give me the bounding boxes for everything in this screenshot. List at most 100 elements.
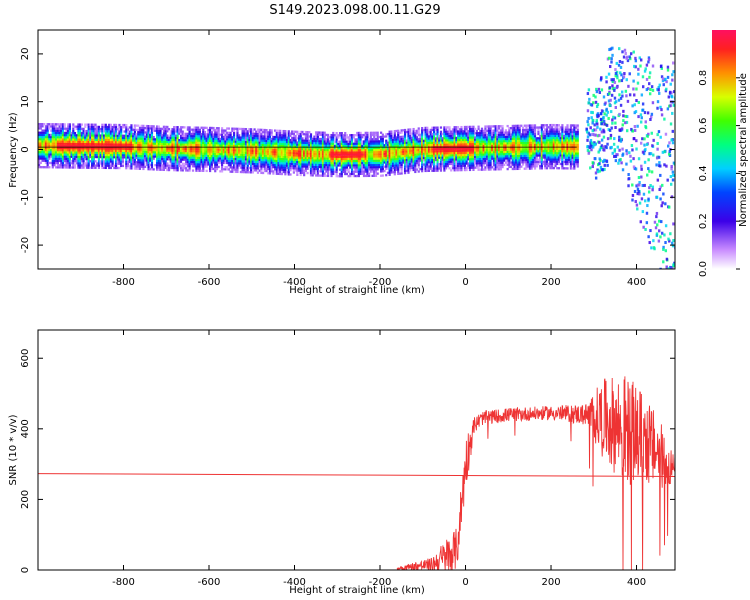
spectrogram-cell (342, 151, 345, 154)
spectrogram-cell (330, 166, 333, 169)
spectrogram-cell (414, 142, 417, 146)
spectrogram-cell (132, 135, 135, 138)
spectrogram-cell (164, 164, 167, 167)
spectrogram-cell (173, 160, 176, 163)
spectrogram-cell (73, 153, 77, 156)
spectrogram-cell (391, 151, 395, 155)
spectrogram-cell (157, 142, 160, 145)
spectrogram-cell (219, 148, 222, 151)
spectrogram-cell (137, 141, 140, 145)
spectrogram-cell (85, 160, 89, 163)
spectrogram-cell (380, 174, 383, 177)
spectrogram-cell (58, 133, 61, 137)
spectrogram-cell (227, 148, 231, 152)
spectrogram-cell (104, 134, 107, 137)
spectrogram-cell (313, 167, 316, 171)
spectrogram-cell (419, 168, 422, 171)
spectrogram-cell (477, 153, 480, 156)
spectrogram-cell (109, 143, 113, 146)
spectrogram-cell (241, 170, 244, 174)
spectrogram-cell (308, 139, 311, 142)
spectrogram-cell (125, 130, 128, 133)
spectrogram-cell (439, 160, 443, 164)
spectrogram-cell (268, 154, 272, 158)
spectrogram-cell (285, 158, 289, 161)
spectrogram-cell (285, 153, 289, 157)
spectrogram-cell (433, 165, 436, 168)
spectrogram-cell (267, 157, 270, 160)
spectrogram-cell (340, 155, 343, 158)
spectrogram-cell (89, 155, 92, 159)
spectrogram-cell (44, 155, 48, 158)
spectrogram-cell (162, 160, 166, 163)
spectrogram-cell (176, 134, 179, 137)
spectrogram-cell (248, 151, 251, 155)
spectrogram-cell (212, 161, 215, 164)
spectrogram-cell (191, 137, 195, 140)
spectrogram-cell (467, 153, 470, 157)
spectrogram-cell (434, 156, 437, 159)
spectrogram-cell (161, 127, 164, 131)
spectrogram-cell (253, 134, 256, 138)
spectrogram-cell (366, 163, 369, 167)
spectrogram-cell (456, 132, 460, 135)
spectrogram-cell (429, 152, 432, 155)
spectrogram-cell (472, 166, 475, 169)
spectrogram-cell (313, 144, 316, 147)
spectrogram-cell (56, 142, 60, 145)
spectrogram-cell (224, 133, 227, 137)
spectrogram-cell (453, 134, 456, 138)
spectrogram-cell (352, 149, 355, 152)
spectrogram-cell (374, 148, 378, 152)
spectrogram-cell (429, 139, 432, 142)
spectrogram-cell (262, 161, 265, 164)
spectrogram-cell (366, 144, 369, 147)
spectrogram-cell (191, 128, 195, 131)
spectrogram-cell (114, 125, 118, 129)
spectrogram-cell (238, 140, 241, 143)
spectrogram-cell (97, 138, 101, 141)
spectrogram-cell (263, 148, 266, 151)
spectrogram-cell (287, 166, 290, 170)
spectrogram-cell (102, 130, 106, 133)
spectrogram-cell (287, 156, 290, 159)
spectrogram-cell (188, 130, 191, 133)
spectrogram-cell (263, 152, 266, 155)
spectrogram-cell (202, 156, 205, 160)
spectrogram-cell (222, 159, 225, 162)
spectrogram-cell (458, 132, 461, 135)
spectrogram-cell (426, 137, 429, 140)
spectrogram-cell (398, 135, 402, 139)
spectrogram-cell (303, 161, 306, 164)
spectrogram-cell (55, 161, 58, 165)
spectrogram-cell (453, 126, 456, 129)
spectrogram-cell (378, 157, 381, 160)
spectrogram-cell (364, 146, 367, 150)
spectrogram-cell (349, 140, 352, 143)
spectrogram-cell (453, 149, 456, 153)
spectrogram-cell (279, 146, 282, 150)
spectrogram-cell (465, 149, 468, 152)
spectrogram-cell (444, 147, 448, 151)
spectrogram-cell (486, 149, 489, 152)
spectrogram-cell (368, 155, 371, 158)
spectrogram-cell (465, 145, 468, 148)
spectrogram-cell (108, 145, 111, 148)
spectrogram-cell (381, 142, 384, 145)
spectrogram-cell (309, 156, 313, 160)
spectrogram-cell (388, 173, 391, 176)
spectrogram-cell (246, 162, 249, 165)
spectrogram-cell (438, 137, 441, 140)
spectrogram-cell (347, 164, 350, 167)
spectrogram-cell (472, 168, 475, 172)
spectrogram-cell (250, 149, 253, 152)
spectrogram-cell (43, 157, 46, 160)
spectrogram-cell (198, 163, 201, 166)
spectrogram-cell (58, 153, 61, 156)
spectrogram-cell (38, 153, 41, 156)
spectrogram-cell (277, 140, 280, 143)
spectrogram-cell (145, 137, 148, 141)
spectrogram-cell (364, 161, 367, 165)
spectrogram-cell (79, 155, 82, 158)
spectrogram-cell (210, 150, 213, 153)
